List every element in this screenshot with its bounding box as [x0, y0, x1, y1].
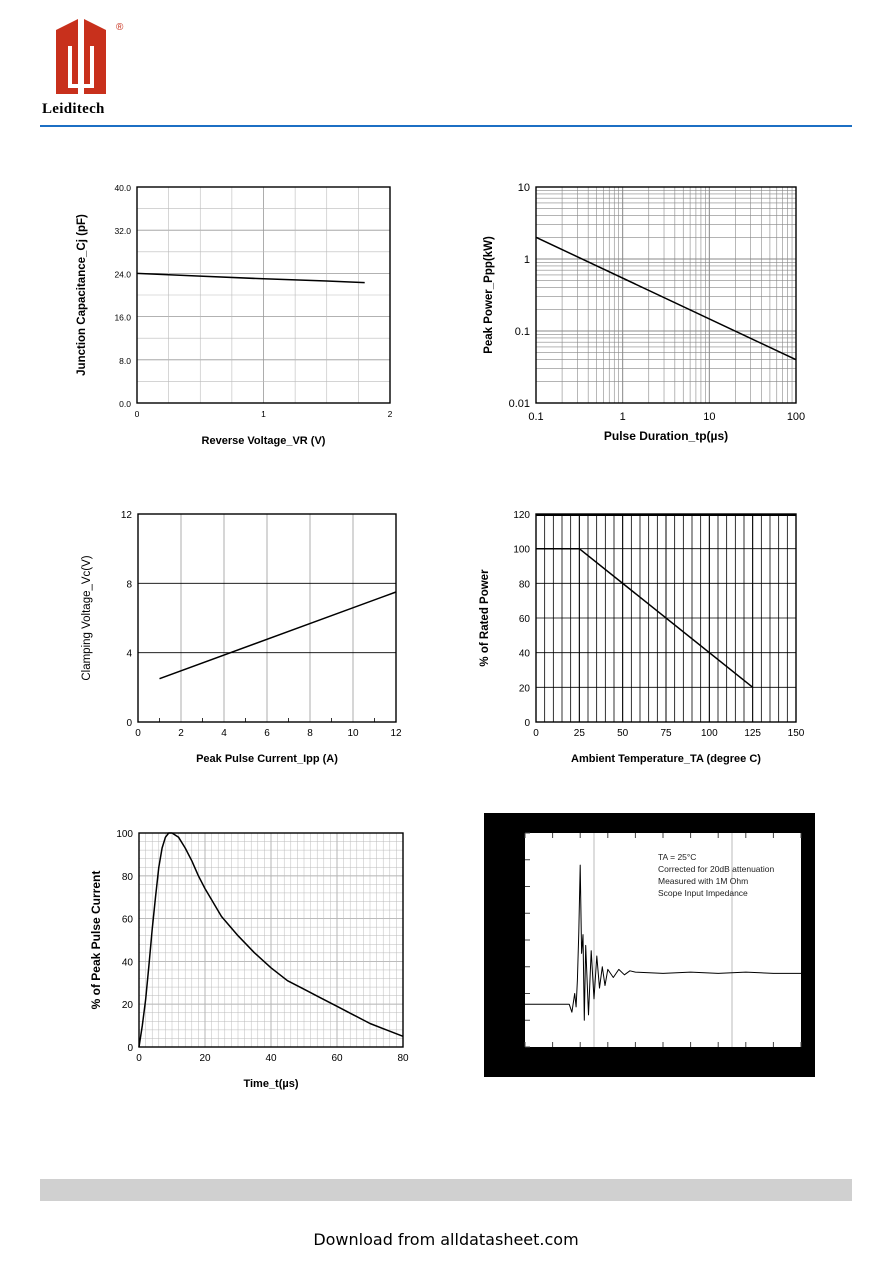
x-tick-label: 0 [533, 728, 539, 739]
x-tick-label: 25 [574, 728, 586, 739]
x-tick-label: 4 [221, 728, 227, 739]
y-tick-label: 20 [122, 1000, 134, 1011]
x-tick-label: 0 [135, 409, 140, 419]
y-tick-label: 80 [519, 579, 531, 590]
download-footer-text[interactable]: Download from alldatasheet.com [313, 1230, 579, 1249]
y-tick-label: 0 [524, 718, 530, 729]
chart-2: 0 2 4 6 8 10 12 0 4 8 12 Peak Pulse Current_Ipp (A)… [81, 510, 402, 765]
y-tick-label: 20 [519, 683, 531, 694]
scope-screen [525, 833, 801, 1047]
y-tick-label: 12 [121, 510, 133, 521]
y-tick-label: 10 [518, 182, 530, 194]
scope-annotation: TA = 25°C [658, 852, 696, 862]
y-tick-label: 16.0 [114, 313, 131, 323]
x-tick-label: 100 [787, 411, 805, 423]
x-tick-label: 1 [261, 409, 266, 419]
x-tick-label: 6 [264, 728, 270, 739]
x-axis-label: Ambient Temperature_TA (degree C) [571, 753, 761, 765]
y-tick-label: 0.01 [509, 398, 530, 410]
x-axis-label: Time_t(µs) [243, 1078, 298, 1090]
x-tick-label: 10 [703, 411, 715, 423]
y-tick-label: 80 [122, 872, 134, 883]
y-tick-label: 100 [116, 829, 133, 840]
header-rule [40, 125, 852, 127]
x-tick-label: 1 [620, 411, 626, 423]
y-tick-label: 0 [126, 718, 132, 729]
x-tick-label: 12 [390, 728, 402, 739]
y-axis-label: % of Rated Power [479, 569, 491, 667]
y-tick-label: 8 [126, 579, 132, 590]
plot-frame [535, 186, 797, 404]
series-line [159, 591, 397, 680]
chart-0: 0 1 2 0.0 8.0 16.0 24.0 32.0 40.0 Reverse Voltage… [76, 183, 393, 447]
y-tick-label: 60 [519, 614, 531, 625]
x-axis-label: Reverse Voltage_VR (V) [202, 435, 326, 447]
y-tick-label: 1 [524, 254, 530, 266]
x-tick-label: 0 [135, 728, 141, 739]
leiditech-logo [56, 19, 106, 94]
x-tick-label: 8 [307, 728, 313, 739]
y-tick-label: 40 [122, 957, 134, 968]
y-axis-label: % of Peak Pulse Current [89, 871, 103, 1010]
y-axis-label: Junction Capacitance_Cj (pF) [76, 214, 88, 376]
registered-mark: ® [116, 22, 124, 33]
x-tick-label: 20 [199, 1053, 211, 1064]
series-line [536, 547, 754, 688]
y-tick-label: 4 [126, 649, 132, 660]
y-tick-label: 120 [513, 510, 530, 521]
y-tick-label: 100 [513, 545, 530, 556]
y-tick-label: 8.0 [119, 356, 131, 366]
x-axis-label: Peak Pulse Current_Ipp (A) [196, 753, 338, 765]
x-axis-label: Pulse Duration_tp(µs) [604, 429, 728, 443]
chart-3: 0 25 50 75 100 125 150 0 20 40 60 80 100 120 Ambient T… [479, 510, 805, 765]
chart-5: TA = 25°C Corrected for 20dB attenuation M… [484, 813, 815, 1077]
series-line [138, 832, 404, 1048]
plot-frame [136, 186, 391, 404]
series-line [525, 864, 801, 1021]
footer-bar [40, 1179, 852, 1201]
series-line [136, 272, 365, 284]
x-tick-label: 0 [136, 1053, 142, 1064]
x-tick-label: 40 [265, 1053, 277, 1064]
x-tick-label: 60 [331, 1053, 343, 1064]
plot-frame [138, 832, 404, 1048]
x-tick-label: 80 [397, 1053, 409, 1064]
y-tick-label: 24.0 [114, 269, 131, 279]
y-tick-label: 60 [122, 915, 134, 926]
x-tick-label: 50 [617, 728, 629, 739]
y-tick-label: 0.0 [119, 399, 131, 409]
y-tick-label: 0.1 [515, 326, 530, 338]
x-tick-label: 10 [347, 728, 359, 739]
y-tick-label: 40 [519, 649, 531, 660]
y-tick-label: 0 [127, 1043, 133, 1054]
x-tick-label: 0.1 [528, 411, 543, 423]
x-tick-label: 100 [701, 728, 718, 739]
y-tick-label: 32.0 [114, 226, 131, 236]
plot-frame [137, 513, 397, 723]
x-tick-label: 2 [388, 409, 393, 419]
chart-4: 0 20 40 60 80 0 20 40 60 80 100 Time_t(µs) % of Peak… [89, 829, 409, 1090]
scope-frame [484, 813, 815, 1077]
x-tick-label: 2 [178, 728, 184, 739]
scope-annotation: Measured with 1M Ohm [658, 876, 748, 886]
x-tick-label: 75 [660, 728, 672, 739]
x-tick-label: 150 [788, 728, 805, 739]
series-line [535, 236, 797, 361]
brand-name: Leiditech [42, 101, 105, 117]
x-tick-label: 125 [744, 728, 761, 739]
y-tick-label: 40.0 [114, 183, 131, 193]
plot-frame [535, 513, 797, 723]
scope-annotation: Scope Input Impedance [658, 888, 748, 898]
y-axis-label: Peak Power_Ppp(kW) [483, 236, 495, 354]
scope-annotation: Corrected for 20dB attenuation [658, 864, 775, 874]
y-axis-label: Clamping Voltage_Vc(V) [81, 555, 93, 680]
